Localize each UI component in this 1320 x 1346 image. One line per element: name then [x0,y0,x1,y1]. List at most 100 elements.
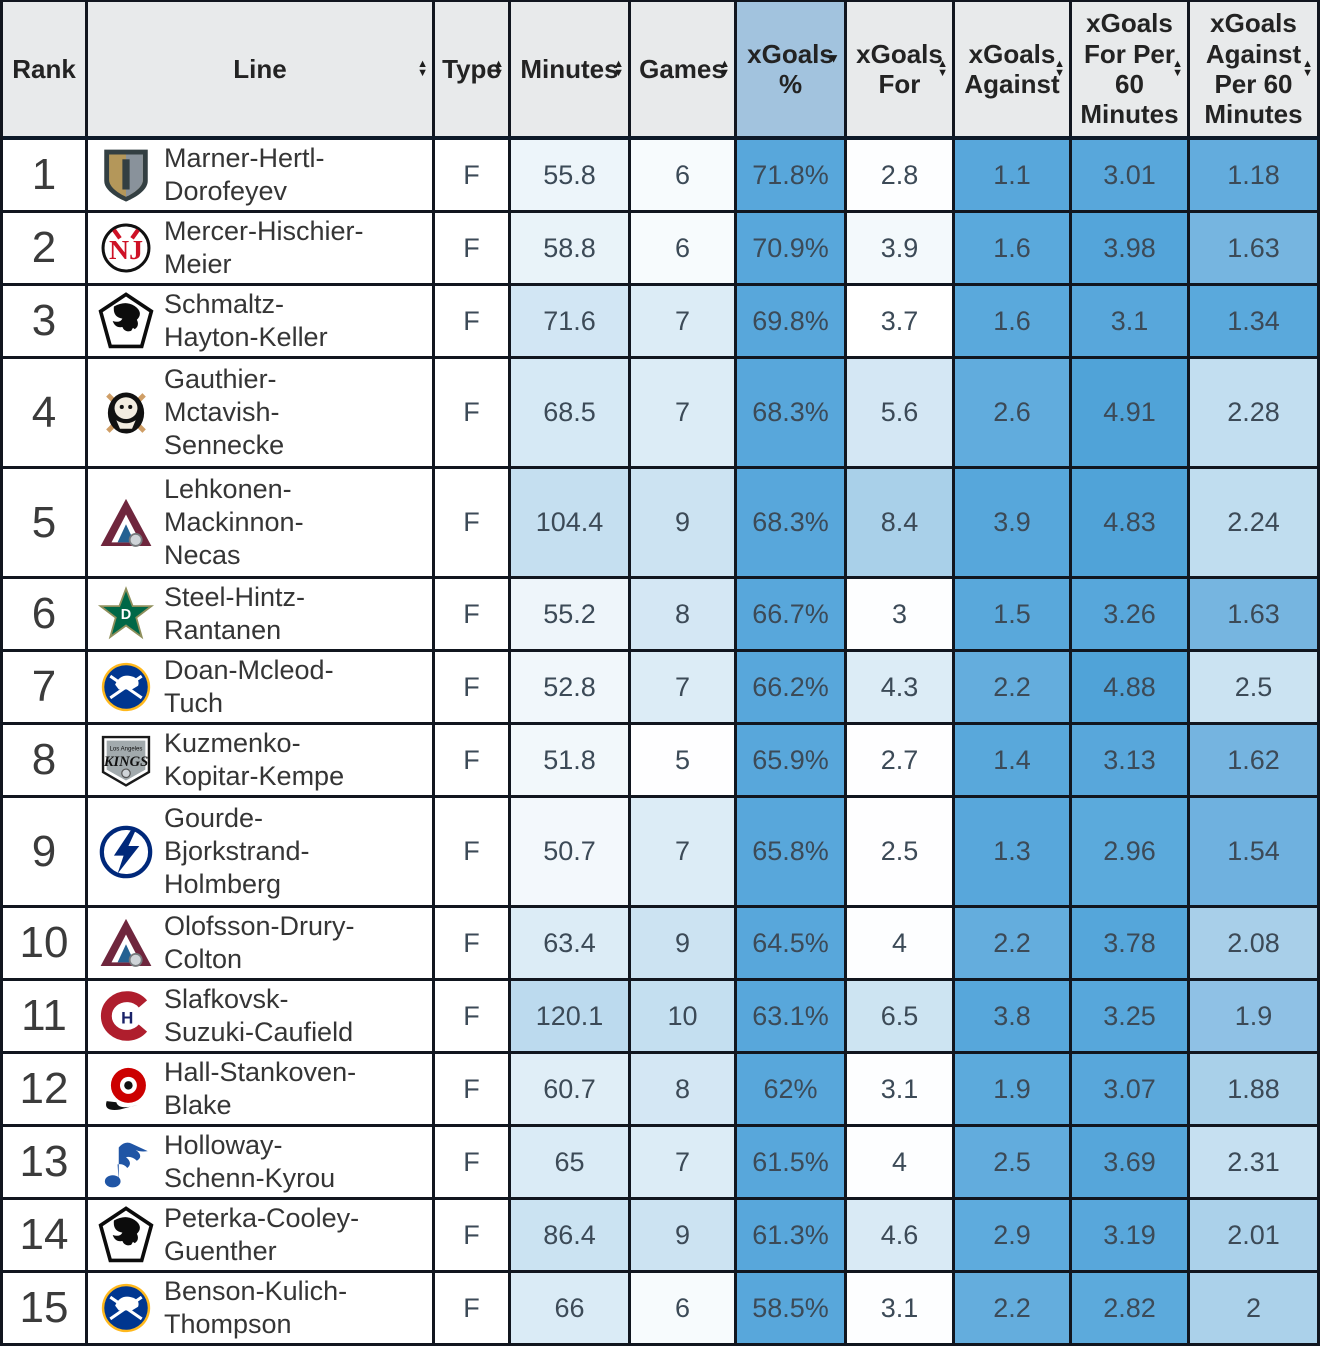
sort-both-icon: ▲ ▼ [1172,58,1183,79]
cell-xgoals-for: 4.3 [847,652,955,722]
cell-xgoals-pct: 69.8% [737,286,847,356]
table-header-row: Rank Line ▲ ▼ Type ▲ ▼ Minutes ▲ ▼ Games ▲ ▼ xGoals %… [3,2,1320,140]
cell-type: F [435,359,511,466]
table-row: 7 Doan-Mcleod-Tuch F 52.8 7 66.2% 4.3 2.2 4.88 2.… [3,652,1320,725]
header-xgoals-pct[interactable]: xGoals % ▼ [737,2,847,136]
cell-xgoals-for-per60: 4.88 [1072,652,1190,722]
cell-xgoals-for-per60: 3.07 [1072,1054,1190,1124]
cell-rank: 10 [3,908,88,978]
cell-xgoals-for: 4 [847,1127,955,1197]
cell-xgoals-for: 6.5 [847,981,955,1051]
cell-type: F [435,798,511,905]
cell-xgoals-for-per60: 3.1 [1072,286,1190,356]
cell-rank: 12 [3,1054,88,1124]
cell-xgoals-for-per60: 3.26 [1072,579,1190,649]
table-row: 10 Olofsson-Drury-Colton F 63.4 9 64.5% 4 2.2 3.… [3,908,1320,981]
line-players-label: Olofsson-Drury-Colton [164,911,355,974]
cell-xgoals-against-per60: 1.34 [1190,286,1320,356]
cell-type: F [435,579,511,649]
cell-xgoals-for-per60: 3.19 [1072,1200,1190,1270]
cell-xgoals-against-per60: 1.18 [1190,140,1320,210]
line-players-label: Steel-Hintz-Rantanen [164,582,306,645]
header-label-xgoals-against-per60: xGoals Against Per 60 Minutes [1204,8,1303,130]
cell-xgoals-against-per60: 2 [1190,1273,1320,1343]
cell-type: F [435,1200,511,1270]
cell-rank: 2 [3,213,88,283]
cell-minutes: 60.7 [511,1054,631,1124]
cell-type: F [435,908,511,978]
cell-xgoals-against: 2.2 [955,1273,1072,1343]
cell-games: 9 [631,469,737,576]
cell-line: Marner-Hertl-Dorofeyev [88,140,435,210]
cell-line: Peterka-Cooley-Guenther [88,1200,435,1270]
cell-xgoals-against: 3.9 [955,469,1072,576]
cell-xgoals-against-per60: 1.63 [1190,213,1320,283]
cell-minutes: 51.8 [511,725,631,795]
header-label-minutes: Minutes [520,53,619,84]
cell-minutes: 71.6 [511,286,631,356]
sort-desc-icon: ▼ [827,50,840,66]
cell-xgoals-against: 1.1 [955,140,1072,210]
cell-xgoals-against: 1.4 [955,725,1072,795]
table-row: 11 H Slafkovsk-Suzuki-Caufield F 120.1 10 63.1… [3,981,1320,1054]
cell-xgoals-for: 4.6 [847,1200,955,1270]
cell-rank: 6 [3,579,88,649]
cell-xgoals-for-per60: 2.82 [1072,1273,1190,1343]
cell-minutes: 65 [511,1127,631,1197]
cell-xgoals-pct: 64.5% [737,908,847,978]
sort-both-icon: ▲ ▼ [1302,58,1313,79]
cell-xgoals-against-per60: 2.5 [1190,652,1320,722]
line-players-label: Holloway-Schenn-Kyrou [164,1130,336,1193]
cell-xgoals-pct: 65.9% [737,725,847,795]
line-players-label: Gauthier-Mctavish-Sennecke [164,364,285,460]
cell-line: NJ Mercer-Hischier-Meier [88,213,435,283]
cell-rank: 15 [3,1273,88,1343]
header-minutes[interactable]: Minutes ▲ ▼ [511,2,631,136]
table-row: 5 Lehkonen-Mackinnon-Necas F 104.4 9 68.3% 8.4… [3,469,1320,579]
cell-line: Gauthier-Mctavish-Sennecke [88,359,435,466]
cell-type: F [435,469,511,576]
cell-line: Lehkonen-Mackinnon-Necas [88,469,435,576]
header-xgoals-for[interactable]: xGoals For ▲ ▼ [847,2,955,136]
cell-type: F [435,1273,511,1343]
header-games[interactable]: Games ▲ ▼ [631,2,737,136]
team-buf-logo-icon [96,656,156,718]
cell-minutes: 86.4 [511,1200,631,1270]
header-label-rank: Rank [12,53,76,84]
header-xgoals-for-per60[interactable]: xGoals For Per 60 Minutes ▲ ▼ [1072,2,1190,136]
cell-xgoals-for-per60: 3.69 [1072,1127,1190,1197]
table-row: 13 Holloway-Schenn-Kyrou F 65 7 61.5% 4 2.5 3.69… [3,1127,1320,1200]
header-xgoals-against[interactable]: xGoals Against ▲ ▼ [955,2,1072,136]
cell-rank: 1 [3,140,88,210]
cell-xgoals-against-per60: 1.63 [1190,579,1320,649]
cell-xgoals-for: 2.5 [847,798,955,905]
cell-xgoals-for-per60: 3.78 [1072,908,1190,978]
header-xgoals-against-per60[interactable]: xGoals Against Per 60 Minutes ▲ ▼ [1190,2,1320,136]
team-vgk-logo-icon [96,144,156,206]
cell-xgoals-against-per60: 2.01 [1190,1200,1320,1270]
cell-type: F [435,1054,511,1124]
line-players-label: Doan-Mcleod-Tuch [164,655,334,718]
cell-line: Benson-Kulich-Thompson [88,1273,435,1343]
cell-xgoals-for-per60: 4.91 [1072,359,1190,466]
cell-xgoals-against-per60: 2.24 [1190,469,1320,576]
cell-xgoals-for: 2.8 [847,140,955,210]
team-tbl-logo-icon [96,821,156,883]
header-type[interactable]: Type ▲ ▼ [435,2,511,136]
header-label-xgoals-against: xGoals Against [964,38,1060,99]
cell-rank: 9 [3,798,88,905]
cell-games: 9 [631,908,737,978]
header-line[interactable]: Line ▲ ▼ [88,2,435,136]
header-label-xgoals-for: xGoals For [856,38,943,99]
sort-both-icon: ▲ ▼ [493,58,504,79]
line-players-label: Mercer-Hischier-Meier [164,216,364,279]
table-row: 6 D Steel-Hintz-Rantanen F 55.2 8 66.7% 3 1.5 3.2… [3,579,1320,652]
cell-xgoals-pct: 66.7% [737,579,847,649]
cell-xgoals-for-per60: 3.98 [1072,213,1190,283]
cell-games: 7 [631,286,737,356]
cell-minutes: 120.1 [511,981,631,1051]
cell-xgoals-against: 2.9 [955,1200,1072,1270]
sort-both-icon: ▲ ▼ [719,58,730,79]
svg-text:NJ: NJ [109,235,143,266]
cell-line: Hall-Stankoven-Blake [88,1054,435,1124]
